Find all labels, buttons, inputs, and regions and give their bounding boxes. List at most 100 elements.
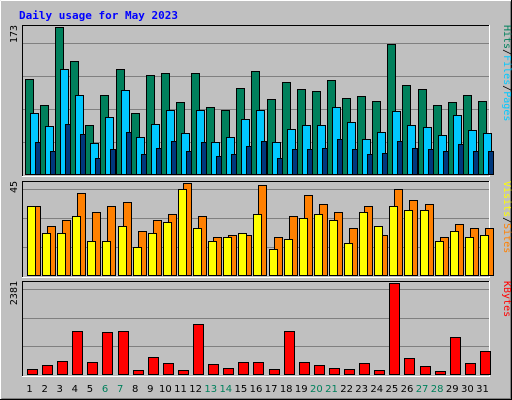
hits-panel-legend: Hits/Files/Pages [501, 25, 512, 121]
visits-panel-max-label: 45 [9, 181, 20, 193]
bar-pages-day-15 [246, 146, 252, 175]
bar-pages-day-12 [201, 142, 207, 175]
x-tick-day-17: 17 [265, 384, 278, 395]
bar-kbytes-day-25 [389, 283, 400, 375]
bar-kbytes-day-22 [344, 369, 355, 375]
bar-kbytes-day-7 [118, 331, 129, 375]
bar-kbytes-day-16 [253, 362, 264, 375]
x-tick-day-18: 18 [280, 384, 293, 395]
x-tick-day-15: 15 [235, 384, 248, 395]
bar-visits-day-9 [148, 233, 157, 276]
bar-hits-day-23 [357, 96, 366, 175]
bar-visits-day-15 [238, 233, 247, 276]
x-tick-day-27: 27 [416, 384, 429, 395]
x-tick-day-4: 4 [72, 384, 78, 395]
bar-visits-day-18 [284, 239, 293, 276]
bar-pages-day-27 [428, 149, 434, 175]
bar-kbytes-day-24 [374, 370, 385, 375]
x-tick-day-22: 22 [340, 384, 353, 395]
bar-kbytes-day-4 [72, 331, 83, 375]
bar-pages-day-3 [65, 124, 71, 175]
bar-visits-day-17 [269, 249, 278, 276]
bar-kbytes-day-2 [42, 365, 53, 375]
x-tick-day-19: 19 [295, 384, 308, 395]
x-tick-day-5: 5 [87, 384, 93, 395]
bar-visits-day-22 [344, 243, 353, 276]
bar-visits-day-10 [163, 222, 172, 276]
bar-pages-day-29 [458, 144, 464, 175]
legend-sep: / [501, 217, 512, 223]
x-tick-day-25: 25 [386, 384, 399, 395]
bar-kbytes-day-17 [269, 369, 280, 375]
bar-pages-day-6 [110, 149, 116, 175]
bar-kbytes-day-18 [284, 331, 295, 375]
bar-visits-day-30 [465, 237, 474, 276]
bar-visits-day-4 [72, 216, 81, 276]
bar-visits-day-21 [329, 220, 338, 276]
bar-kbytes-day-27 [420, 366, 431, 375]
x-tick-day-24: 24 [370, 384, 383, 395]
x-tick-day-31: 31 [476, 384, 489, 395]
bar-kbytes-day-28 [435, 371, 446, 375]
bar-pages-day-30 [473, 151, 479, 175]
visits-panel-legend: Visits/Sites [501, 181, 512, 253]
bar-pages-day-8 [141, 154, 147, 175]
bar-kbytes-day-26 [404, 358, 415, 375]
legend-sep: / [501, 85, 512, 91]
bar-visits-day-16 [253, 214, 262, 276]
bar-kbytes-day-21 [329, 368, 340, 375]
bar-visits-day-12 [193, 228, 202, 276]
bar-visits-day-31 [480, 235, 489, 276]
bar-kbytes-day-15 [238, 362, 249, 375]
bar-visits-day-7 [118, 226, 127, 276]
bar-visits-day-3 [57, 233, 66, 276]
x-tick-day-8: 8 [132, 384, 138, 395]
hits-panel-max-label: 173 [9, 25, 20, 43]
bar-kbytes-day-11 [178, 370, 189, 375]
bar-kbytes-day-8 [133, 370, 144, 375]
x-tick-day-21: 21 [325, 384, 338, 395]
bar-pages-day-9 [156, 148, 162, 175]
kbytes-panel-max-label: 2381 [9, 281, 20, 305]
bar-visits-day-6 [102, 241, 111, 276]
x-tick-day-28: 28 [431, 384, 444, 395]
bar-visits-day-1 [27, 206, 36, 276]
bar-kbytes-day-1 [27, 369, 38, 375]
x-tick-day-30: 30 [461, 384, 474, 395]
bar-pages-day-17 [277, 158, 283, 175]
bar-pages-day-22 [352, 149, 358, 175]
bar-files-day-6 [105, 117, 114, 175]
bar-pages-day-23 [367, 154, 373, 175]
bar-pages-day-16 [261, 141, 267, 175]
bar-visits-day-27 [420, 210, 429, 276]
bar-pages-day-20 [322, 148, 328, 175]
x-tick-day-1: 1 [26, 384, 32, 395]
bar-kbytes-day-9 [148, 357, 159, 375]
x-tick-day-7: 7 [117, 384, 123, 395]
bar-visits-day-29 [450, 231, 459, 276]
bar-pages-day-2 [50, 151, 56, 175]
bar-visits-day-19 [299, 218, 308, 276]
bar-pages-day-26 [412, 148, 418, 175]
bar-pages-day-4 [80, 134, 86, 175]
bar-visits-day-20 [314, 214, 323, 276]
x-tick-day-2: 2 [41, 384, 47, 395]
x-tick-day-9: 9 [147, 384, 153, 395]
bar-hits-day-18 [282, 82, 291, 175]
bar-kbytes-day-14 [223, 368, 234, 375]
bar-kbytes-day-10 [163, 363, 174, 375]
bar-kbytes-day-29 [450, 337, 461, 375]
bar-visits-day-13 [208, 241, 217, 276]
bar-hits-day-13 [206, 107, 215, 175]
bar-pages-day-10 [171, 141, 177, 175]
x-tick-day-29: 29 [446, 384, 459, 395]
bar-visits-day-11 [178, 189, 187, 276]
bar-visits-day-2 [42, 233, 51, 276]
legend-sites: Sites [501, 223, 512, 253]
bar-kbytes-day-31 [480, 351, 491, 375]
legend-pages: Pages [501, 91, 512, 121]
bar-pages-day-31 [488, 151, 494, 175]
bar-kbytes-day-30 [465, 363, 476, 375]
bar-kbytes-day-3 [57, 361, 68, 375]
